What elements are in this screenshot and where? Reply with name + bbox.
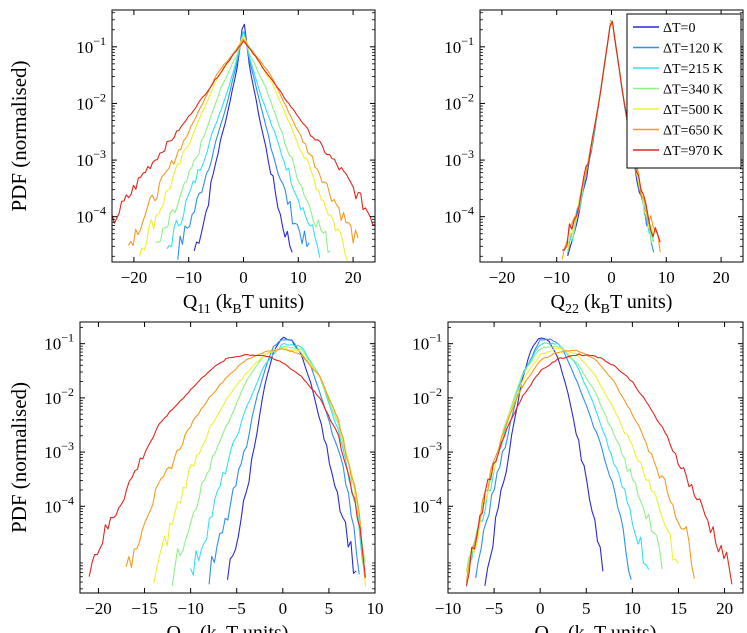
series-line--t-500-k <box>567 21 655 251</box>
x-tick-label: −10 <box>435 599 462 618</box>
legend-label: ΔT=500 K <box>663 103 723 118</box>
series-line--t-970-k <box>465 353 733 587</box>
y-tick-label: 10−1 <box>444 34 474 57</box>
x-axis-label: Q12 (kBT units) <box>167 622 289 633</box>
series-line--t-0 <box>193 23 293 253</box>
x-tick-label: −20 <box>489 268 516 287</box>
x-tick-label: 0 <box>536 599 545 618</box>
series-line--t-215-k <box>190 342 366 576</box>
series-group <box>88 336 367 587</box>
series-line--t-970-k <box>112 40 375 226</box>
series-line--t-120-k <box>177 31 310 260</box>
x-tick-label: 20 <box>713 268 730 287</box>
axes-frame <box>447 321 744 594</box>
y-tick-label: 10−1 <box>44 331 74 354</box>
series-line--t-650-k <box>465 349 695 582</box>
y-axis-label: PDF (normalised) <box>7 382 31 533</box>
legend-label: ΔT=215 K <box>663 62 723 77</box>
series-line--t-500-k <box>138 37 348 262</box>
y-tick-label: 10−3 <box>44 439 74 462</box>
y-tick-label: 10−2 <box>444 90 474 113</box>
y-tick-label: 10−2 <box>76 90 106 113</box>
x-tick-label: 10 <box>367 599 384 618</box>
x-tick-label: −10 <box>543 268 570 287</box>
y-tick-label: 10−1 <box>76 34 106 57</box>
x-tick-label: 15 <box>670 599 687 618</box>
series-line--t-970-k <box>88 353 366 578</box>
x-axis-label: Q11 (kBT units) <box>183 291 304 317</box>
legend-label: ΔT=650 K <box>663 124 723 139</box>
x-tick-label: 10 <box>658 268 675 287</box>
series-line--t-120-k <box>475 338 632 580</box>
panel-bottom-left: −20 −15 −10 −5 0 5 10 10−1 10−2 10−3 10−4 Q12 (kBT … <box>7 321 384 633</box>
x-tick-label: 0 <box>279 599 288 618</box>
x-tick-label: −5 <box>485 599 503 618</box>
panel-bottom-right: −10 −5 0 5 10 15 20 10−1 10−2 10−3 10−4 Q21 (kBT un… <box>412 321 744 633</box>
series-line--t-500-k <box>465 347 679 574</box>
panel-top-right: −20 −10 0 10 20 10−1 10−2 10−3 10−4 Q22 (kBT unit… <box>444 9 744 317</box>
x-tick-label: 20 <box>345 268 362 287</box>
x-tick-label: −10 <box>175 268 202 287</box>
y-tick-label: 10−4 <box>412 493 442 516</box>
series-line--t-215-k <box>166 30 321 258</box>
y-tick-label: 10−4 <box>44 493 74 516</box>
x-tick-label: 0 <box>239 268 248 287</box>
x-tick-label: −10 <box>177 599 204 618</box>
legend-box <box>626 13 742 169</box>
x-tick-label: −15 <box>131 599 158 618</box>
x-tick-label: 5 <box>325 599 334 618</box>
series-line--t-0 <box>484 337 604 586</box>
series-line--t-970-k <box>562 20 661 251</box>
x-tick-label: −5 <box>228 599 246 618</box>
series-group <box>112 23 375 262</box>
y-tick-label: 10−3 <box>444 147 474 170</box>
series-line--t-650-k <box>127 38 359 247</box>
legend-label: ΔT=340 K <box>663 83 723 98</box>
x-tick-label: 20 <box>716 599 733 618</box>
series-group <box>465 337 733 587</box>
legend-label: ΔT=970 K <box>663 144 723 159</box>
legend-label: ΔT=120 K <box>663 42 723 57</box>
y-axis-label: PDF (normalised) <box>7 60 31 211</box>
series-line--t-500-k <box>153 347 367 587</box>
axes-frame <box>79 321 376 594</box>
y-tick-label: 10−3 <box>76 147 106 170</box>
legend-label: ΔT=0 <box>663 21 695 36</box>
legend: ΔT=0 ΔT=120 K ΔT=215 K ΔT=340 K ΔT=500 K ΔT=6… <box>626 13 742 169</box>
x-tick-label: 0 <box>607 268 616 287</box>
y-tick-label: 10−2 <box>44 385 74 408</box>
x-tick-label: −20 <box>85 599 112 618</box>
series-line--t-120-k <box>208 339 360 585</box>
x-tick-label: −20 <box>121 268 148 287</box>
series-line--t-650-k <box>125 348 366 579</box>
y-tick-label: 10−2 <box>412 385 442 408</box>
y-tick-label: 10−4 <box>444 204 474 227</box>
y-tick-label: 10−3 <box>412 439 442 462</box>
x-tick-label: 10 <box>624 599 641 618</box>
x-axis-label: Q21 (kBT units) <box>535 622 657 633</box>
x-tick-label: 5 <box>582 599 591 618</box>
panel-top-left: −20 −10 0 10 20 10−1 10−2 10−3 10−4 Q11 (kBT unit… <box>7 9 376 317</box>
axes-frame <box>111 9 376 263</box>
y-tick-label: 10−4 <box>76 204 106 227</box>
series-group <box>561 20 661 260</box>
x-axis-label: Q22 (kBT units) <box>551 291 673 317</box>
y-tick-label: 10−1 <box>412 331 442 354</box>
x-tick-label: 10 <box>290 268 307 287</box>
